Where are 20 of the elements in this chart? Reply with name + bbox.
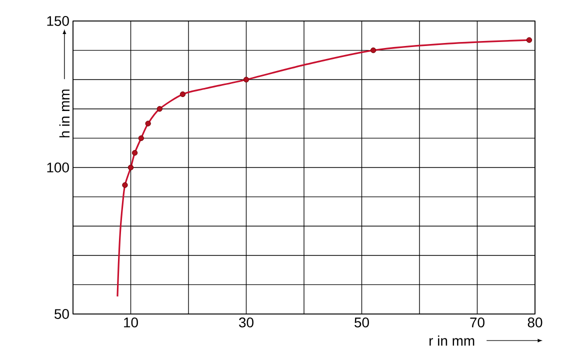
x-tick-label: 50 xyxy=(354,318,369,328)
point xyxy=(132,150,138,156)
x-tick-label: 70 xyxy=(470,318,484,328)
point xyxy=(128,164,134,170)
y-tick-label: 100 xyxy=(47,162,69,172)
point xyxy=(122,182,128,188)
point xyxy=(526,37,532,43)
x-tick-label: 80 xyxy=(528,318,542,328)
point xyxy=(243,76,250,82)
y-tick-label: 150 xyxy=(47,16,69,26)
point xyxy=(138,135,144,142)
point xyxy=(145,120,151,126)
x-axis-title: r in mm xyxy=(430,336,474,346)
point xyxy=(180,91,186,98)
y-axis-title: h in mm xyxy=(59,90,70,138)
x-tick-label: 10 xyxy=(124,318,138,328)
x-tick-label: 30 xyxy=(239,318,254,328)
point xyxy=(156,106,162,112)
y-tick-label: 50 xyxy=(54,309,69,319)
point xyxy=(370,47,376,54)
